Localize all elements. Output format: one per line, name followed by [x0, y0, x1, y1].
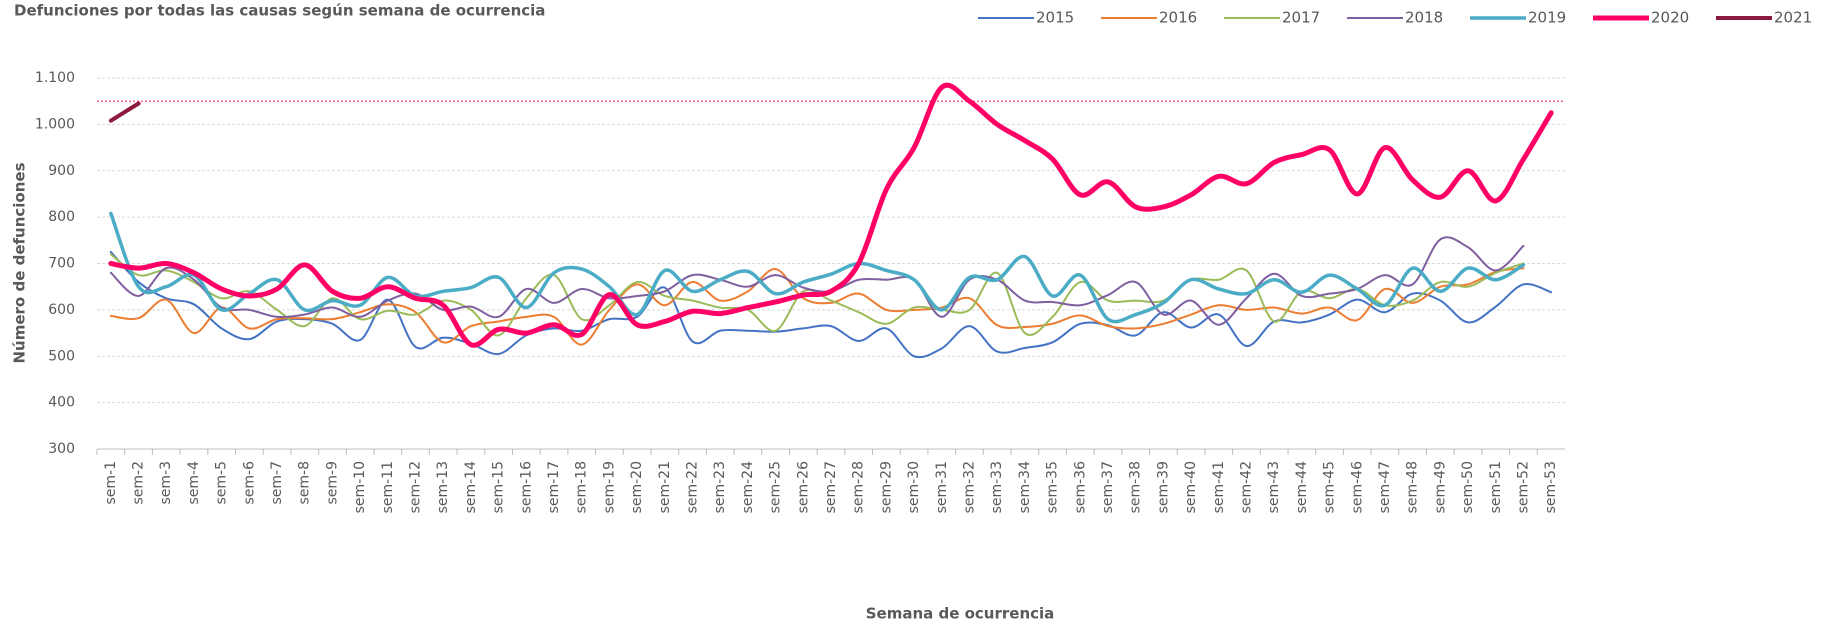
x-tick-label: sem-8 [297, 461, 313, 505]
x-tick-label: sem-28 [851, 461, 867, 513]
x-tick-label: sem-29 [878, 461, 894, 513]
y-tick-label: 600 [48, 302, 75, 318]
y-tick-label: 500 [48, 348, 75, 364]
y-axis-title: Número de defunciones [11, 162, 29, 363]
legend-label: 2019 [1528, 9, 1566, 27]
legend-label: 2020 [1651, 9, 1689, 27]
legend-label: 2015 [1036, 9, 1074, 27]
x-tick-label: sem-4 [186, 461, 202, 505]
x-tick-label: sem-30 [906, 461, 922, 513]
y-tick-label: 1.000 [35, 116, 75, 132]
x-tick-label: sem-38 [1128, 461, 1144, 513]
x-tick-label: sem-46 [1349, 461, 1365, 514]
legend-label: 2016 [1159, 9, 1197, 27]
x-tick-label: sem-47 [1377, 461, 1393, 513]
x-tick-label: sem-52 [1515, 461, 1531, 513]
x-tick-label: sem-22 [685, 461, 701, 513]
y-tick-label: 400 [48, 395, 75, 411]
x-tick-label: sem-27 [823, 461, 839, 513]
x-tick-label: sem-23 [712, 461, 728, 513]
x-tick-label: sem-37 [1100, 461, 1116, 513]
x-tick-label: sem-49 [1432, 461, 1448, 513]
x-tick-label: sem-36 [1072, 461, 1088, 514]
x-tick-label: sem-45 [1322, 461, 1338, 513]
x-tick-label: sem-48 [1405, 461, 1421, 513]
legend-label: 2018 [1405, 9, 1443, 27]
y-tick-label: 900 [48, 163, 75, 179]
x-tick-label: sem-43 [1266, 461, 1282, 513]
x-tick-label: sem-33 [989, 461, 1005, 513]
legend-label: 2017 [1282, 9, 1320, 27]
x-tick-label: sem-9 [324, 461, 340, 505]
series-line [109, 211, 1526, 324]
x-tick-label: sem-18 [574, 461, 590, 513]
x-tick-label: sem-35 [1045, 461, 1061, 513]
y-tick-label: 1.100 [35, 70, 75, 86]
x-tick-label: sem-3 [158, 461, 174, 505]
series-line [108, 101, 141, 123]
x-tick-label: sem-11 [380, 461, 396, 513]
legend-label: 2021 [1774, 9, 1812, 27]
x-tick-label: sem-1 [103, 461, 119, 505]
x-tick-label: sem-25 [768, 461, 784, 513]
x-tick-label: sem-53 [1543, 461, 1559, 513]
x-tick-label: sem-14 [463, 461, 479, 514]
x-tick-label: sem-42 [1238, 461, 1254, 513]
x-tick-label: sem-5 [214, 461, 230, 505]
x-tick-label: sem-17 [546, 461, 562, 513]
x-tick-label: sem-26 [795, 461, 811, 514]
x-tick-label: sem-39 [1155, 461, 1171, 513]
x-tick-label: sem-10 [352, 461, 368, 513]
x-tick-label: sem-51 [1488, 461, 1504, 513]
x-tick-label: sem-19 [601, 461, 617, 513]
y-tick-label: 800 [48, 209, 75, 225]
x-tick-label: sem-7 [269, 461, 285, 505]
x-tick-label: sem-34 [1017, 461, 1033, 514]
x-tick-label: sem-6 [241, 461, 257, 505]
x-tick-label: sem-32 [961, 461, 977, 513]
x-axis-title: Semana de ocurrencia [866, 605, 1055, 623]
series-line [109, 250, 1553, 359]
series-line [108, 82, 1554, 348]
x-tick-label: sem-50 [1460, 461, 1476, 513]
x-tick-label: sem-44 [1294, 461, 1310, 514]
x-tick-label: sem-13 [435, 461, 451, 513]
x-tick-label: sem-40 [1183, 461, 1199, 513]
x-tick-label: sem-2 [131, 461, 147, 505]
x-tick-label: sem-12 [408, 461, 424, 513]
x-tick-label: sem-24 [740, 461, 756, 514]
x-tick-label: sem-15 [491, 461, 507, 513]
y-tick-label: 300 [48, 441, 75, 457]
series-line [109, 236, 1525, 326]
y-tick-label: 700 [48, 256, 75, 272]
x-tick-label: sem-20 [629, 461, 645, 513]
x-tick-label: sem-31 [934, 461, 950, 513]
x-tick-label: sem-41 [1211, 461, 1227, 513]
x-tick-label: sem-16 [518, 461, 534, 514]
chart-title: Defunciones por todas las causas según s… [14, 2, 545, 20]
x-tick-label: sem-21 [657, 461, 673, 513]
